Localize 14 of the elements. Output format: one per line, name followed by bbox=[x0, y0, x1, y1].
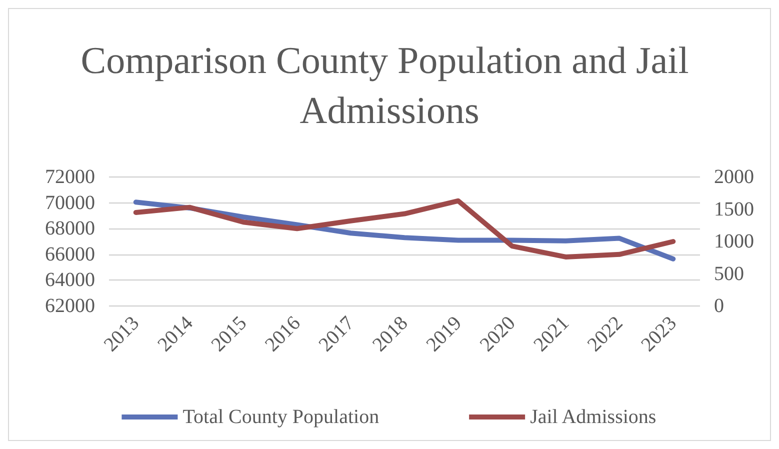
y2-tick-label: 2000 bbox=[714, 166, 754, 188]
y2-tick-label: 500 bbox=[714, 262, 744, 285]
legend-label: Total County Population bbox=[182, 406, 380, 428]
legend-label: Jail Admissions bbox=[530, 406, 656, 428]
y2-tick-label: 1500 bbox=[714, 198, 754, 220]
y2-tick-label: 1000 bbox=[714, 230, 754, 252]
y-tick-label: 66000 bbox=[45, 243, 95, 266]
chart-title: Comparison County Population and Jail Admissions bbox=[80, 40, 698, 132]
y-tick-label: 72000 bbox=[45, 166, 95, 188]
y-tick-label: 64000 bbox=[45, 269, 95, 292]
y-tick-label: 62000 bbox=[45, 295, 95, 317]
y-tick-label: 70000 bbox=[45, 192, 95, 214]
y2-tick-label: 0 bbox=[714, 295, 724, 317]
y-tick-label: 68000 bbox=[45, 218, 95, 240]
